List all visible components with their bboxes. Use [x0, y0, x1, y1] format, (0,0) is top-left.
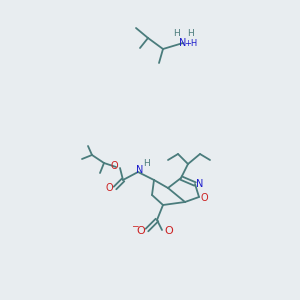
Text: O: O	[165, 226, 173, 236]
Text: O: O	[105, 183, 113, 193]
Text: H: H	[187, 29, 194, 38]
Text: N: N	[136, 165, 144, 175]
Text: H: H	[172, 29, 179, 38]
Text: +H: +H	[184, 40, 198, 49]
Text: O: O	[136, 226, 146, 236]
Text: O: O	[110, 161, 118, 171]
Text: −: −	[131, 221, 139, 230]
Text: N: N	[179, 38, 187, 48]
Text: N: N	[196, 179, 204, 189]
Text: O: O	[200, 193, 208, 203]
Text: H: H	[144, 160, 150, 169]
